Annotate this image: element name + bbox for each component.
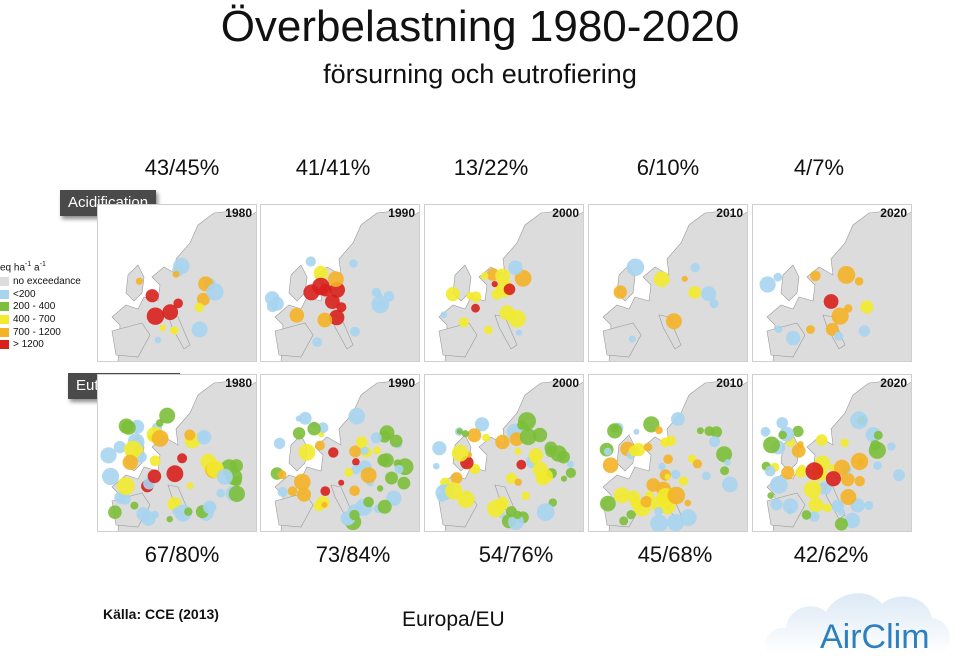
airclim-cloud-logo [765, 593, 950, 654]
legend-swatch [0, 340, 9, 350]
year-label: 1990 [388, 376, 415, 390]
europe-map-graphic [589, 205, 747, 361]
legend-item: <200 [0, 288, 100, 301]
eutro-pct-1980: 67/80% [144, 542, 220, 567]
acid-pct-1990: 41/41% [295, 155, 371, 180]
year-label: 1980 [225, 206, 252, 220]
year-label: 2010 [716, 206, 743, 220]
eutro-map-2020: 2020 [752, 374, 912, 532]
year-label: 1980 [225, 376, 252, 390]
eutro-pct-1990: 73/84% [315, 542, 391, 567]
map-legend: eq ha-1 a-1 no exceedance <200 200 - 400… [0, 258, 100, 351]
legend-swatch [0, 289, 9, 299]
europe-map-graphic [425, 375, 583, 531]
source-credit: Källa: CCE (2013) [103, 606, 219, 622]
acid-map-2020: 2020 [752, 204, 912, 362]
europe-map-graphic [261, 205, 419, 361]
acid-map-1980: 1980 [97, 204, 257, 362]
eutro-pct-2000: 54/76% [478, 542, 554, 567]
year-label: 2010 [716, 376, 743, 390]
legend-item: no exceedance [0, 275, 100, 288]
legend-swatch [0, 314, 9, 324]
year-label: 1990 [388, 206, 415, 220]
legend-unit: eq ha-1 a-1 [0, 261, 46, 274]
eutro-map-2010: 2010 [588, 374, 748, 532]
europe-map-graphic [98, 205, 256, 361]
acid-pct-2010: 6/10% [636, 155, 700, 180]
eutro-map-1980: 1980 [97, 374, 257, 532]
eutro-pct-2020: 42/62% [793, 542, 869, 567]
europe-map-graphic [753, 375, 911, 531]
year-label: 2000 [552, 206, 579, 220]
page-title: Överbelastning 1980-2020 [220, 2, 740, 51]
region-label: Europa/EU [402, 608, 505, 631]
legend-swatch [0, 302, 9, 312]
acid-map-1990: 1990 [260, 204, 420, 362]
acid-pct-2020: 4/7% [793, 155, 845, 180]
year-label: 2020 [880, 376, 907, 390]
europe-map-graphic [425, 205, 583, 361]
acidification-percentages: 43/45% 41/41% 13/22% 6/10% 4/7% [0, 153, 960, 183]
legend-item: 200 - 400 [0, 301, 100, 314]
acid-map-2010: 2010 [588, 204, 748, 362]
acid-pct-2000: 13/22% [453, 155, 529, 180]
airclim-logo-text: AirClim [820, 618, 930, 656]
year-label: 2020 [880, 206, 907, 220]
legend-item: 700 - 1200 [0, 326, 100, 339]
europe-map-graphic [98, 375, 256, 531]
legend-swatch [0, 277, 9, 287]
eutro-pct-2010: 45/68% [637, 542, 713, 567]
legend-item: > 1200 [0, 338, 100, 351]
legend-item: 400 - 700 [0, 313, 100, 326]
eutro-map-1990: 1990 [260, 374, 420, 532]
europe-map-graphic [589, 375, 747, 531]
acid-pct-1980: 43/45% [144, 155, 220, 180]
legend-swatch [0, 327, 9, 337]
eutro-map-2000: 2000 [424, 374, 584, 532]
year-label: 2000 [552, 376, 579, 390]
page-subtitle: försurning och eutrofiering [323, 59, 637, 89]
europe-map-graphic [753, 205, 911, 361]
eutrophication-percentages: 67/80% 73/84% 54/76% 45/68% 42/62% [0, 540, 960, 570]
acid-map-2000: 2000 [424, 204, 584, 362]
europe-map-graphic [261, 375, 419, 531]
